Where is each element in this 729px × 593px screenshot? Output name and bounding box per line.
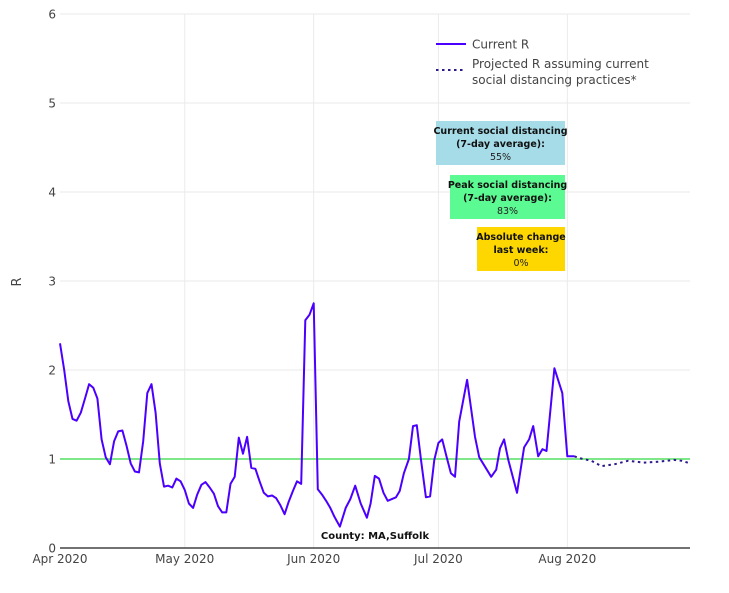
annotation-value: 0% <box>513 258 528 269</box>
series-lines <box>59 302 691 528</box>
annotation-absolute-change: Absolute change last week: 0% <box>476 227 566 271</box>
x-tick-label: May 2020 <box>155 552 214 566</box>
projected-r-line <box>574 455 691 468</box>
county-label: County: MA,Suffolk <box>321 531 430 542</box>
legend-label-line2: social distancing practices* <box>472 73 637 87</box>
y-tick-label: 4 <box>48 186 56 200</box>
annotation-box <box>450 175 565 219</box>
current-r-line <box>59 302 575 528</box>
y-tick-label: 0 <box>48 542 56 556</box>
y-tick-label: 1 <box>48 453 56 467</box>
y-axis: 0 1 2 3 4 5 6 <box>48 8 56 556</box>
annotation-line1: Peak social distancing <box>448 180 567 191</box>
legend-item-projected-r[interactable]: Projected R assuming current social dist… <box>436 57 649 87</box>
annotation-line2: (7-day average): <box>463 193 552 204</box>
annotation-value: 83% <box>497 206 518 217</box>
y-tick-label: 5 <box>48 97 56 111</box>
x-tick-label: Apr 2020 <box>32 552 87 566</box>
legend-item-current-r[interactable]: Current R <box>436 38 529 52</box>
x-axis: Apr 2020 May 2020 Jun 2020 Jul 2020 Aug 2020 <box>32 552 596 566</box>
y-tick-label: 6 <box>48 8 56 22</box>
annotation-box <box>477 227 565 271</box>
annotation-peak-distancing: Peak social distancing (7-day average): … <box>448 175 567 219</box>
gridlines <box>60 13 690 548</box>
legend-label-line1: Projected R assuming current <box>472 57 649 71</box>
annotation-line2: (7-day average): <box>456 139 545 150</box>
y-tick-label: 2 <box>48 364 56 378</box>
annotation-line1: Current social distancing <box>433 126 567 137</box>
legend: Current R Projected R assuming current s… <box>436 38 649 87</box>
annotation-value: 55% <box>490 152 511 163</box>
x-tick-label: Aug 2020 <box>538 552 596 566</box>
x-tick-label: Jul 2020 <box>413 552 463 566</box>
y-tick-label: 3 <box>48 275 56 289</box>
x-tick-label: Jun 2020 <box>286 552 340 566</box>
annotation-box <box>436 121 565 165</box>
legend-label: Current R <box>472 38 529 52</box>
annotation-line2: last week: <box>494 245 549 256</box>
annotation-current-distancing: Current social distancing (7-day average… <box>433 121 568 165</box>
annotation-line1: Absolute change <box>476 232 565 243</box>
y-axis-label: R <box>10 277 25 286</box>
